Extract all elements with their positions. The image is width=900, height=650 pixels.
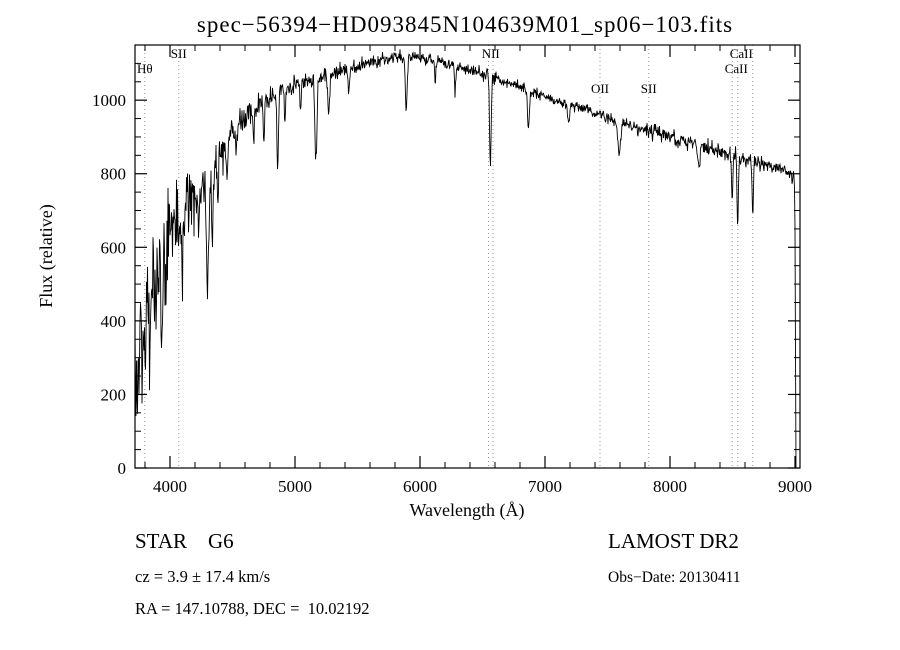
y-tick-label: 200 (101, 385, 127, 404)
plot-title: spec−56394−HD093845N104639M01_sp06−103.f… (196, 12, 734, 37)
spectral-line-label: SII (641, 81, 657, 96)
y-tick-label: 400 (101, 312, 127, 331)
x-tick-label: 4000 (153, 477, 187, 496)
spectral-line-label: Hθ (137, 61, 153, 76)
spectral-line-label: SII (171, 46, 187, 61)
spectrum-line (134, 49, 797, 469)
plot-border (134, 44, 801, 469)
spectral-line-label: OII (591, 81, 609, 96)
x-tick-label: 7000 (528, 477, 562, 496)
x-axis-label: Wavelength (Å) (409, 500, 524, 521)
spectral-line-label: NII (482, 46, 500, 61)
cz-velocity-text: cz = 3.9 ± 17.4 km/s (135, 567, 271, 586)
spectral-line-label: CaII (730, 46, 753, 61)
x-tick-label: 9000 (778, 477, 812, 496)
y-tick-label: 1000 (92, 91, 126, 110)
ra-dec-text: RA = 147.10788, DEC = 10.02192 (135, 599, 370, 618)
spectral-line-label: CaII (725, 61, 748, 76)
y-tick-label: 800 (101, 165, 127, 184)
x-tick-label: 8000 (653, 477, 687, 496)
chart-generated-layer: 4000 5000 6000 7000 8000 9000 0 200 400 600 800 100… (92, 44, 812, 496)
y-axis-label: Flux (relative) (36, 204, 57, 307)
spectral-line-markers (144, 45, 754, 468)
x-tick-label: 5000 (278, 477, 312, 496)
y-tick-label: 0 (118, 459, 127, 478)
classification-text: STAR G6 (135, 529, 234, 553)
axis-ticks: 4000 5000 6000 7000 8000 9000 0 200 400 600 800 100… (92, 44, 812, 496)
x-tick-label: 6000 (403, 477, 437, 496)
obs-date-text: Obs−Date: 20130411 (608, 569, 741, 586)
survey-name: LAMOST DR2 (608, 529, 739, 553)
y-tick-label: 600 (101, 238, 127, 257)
